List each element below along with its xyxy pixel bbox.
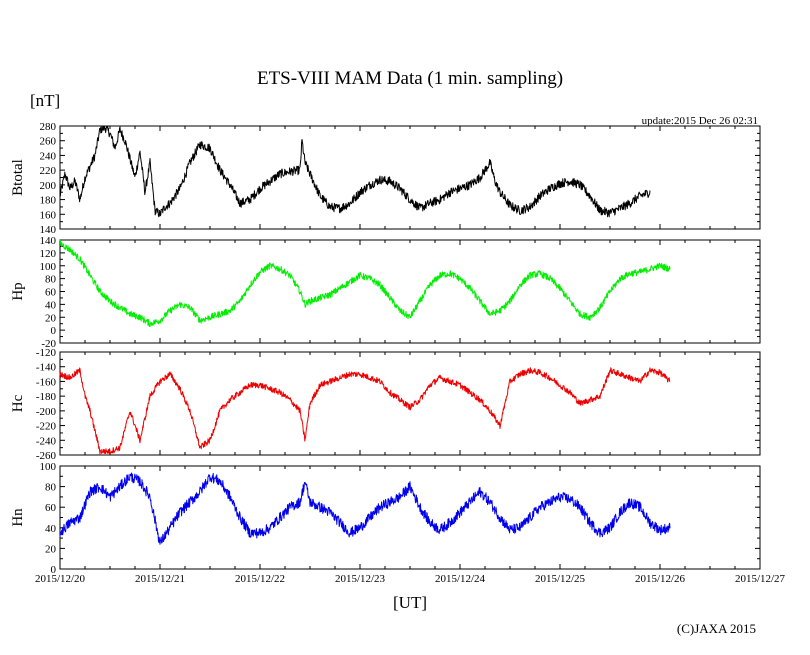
y-tick-label: -120 xyxy=(36,347,57,359)
y-tick-label: -200 xyxy=(36,406,57,418)
y-tick-label: 60 xyxy=(45,502,57,514)
y-tick-label: 120 xyxy=(40,248,57,260)
panel-btotal: 140 160 180 200 220 240 260 280 Btotal xyxy=(10,121,761,236)
y-tick-label: -220 xyxy=(36,421,57,433)
y-tick-label: -160 xyxy=(36,376,57,388)
y-tick-label: -240 xyxy=(36,435,57,447)
series-line-hc xyxy=(59,367,671,455)
panel-frame xyxy=(59,351,761,456)
x-tick-label: 2015/12/21 xyxy=(135,573,185,585)
x-tick-label: 2015/12/26 xyxy=(635,573,686,585)
update-timestamp: update:2015 Dec 26 02:31 xyxy=(642,115,758,127)
y-tick-label: 40 xyxy=(45,299,57,311)
y-axis-label-hc: Hc xyxy=(10,394,26,412)
y-tick-label: -20 xyxy=(41,338,56,350)
panel-hn: 0 20 40 60 80 100 Hn xyxy=(10,461,761,576)
y-tick-label: 160 xyxy=(40,209,57,221)
series-line-btotal xyxy=(59,125,651,218)
y-tick-label: 80 xyxy=(45,482,57,494)
x-tick-label: 2015/12/25 xyxy=(535,573,586,585)
x-axis: 2015/12/20 2015/12/21 2015/12/22 2015/12/23… xyxy=(35,573,786,585)
y-tick-label: 100 xyxy=(40,461,57,473)
unit-label: [nT] xyxy=(30,91,60,110)
series-line-hn xyxy=(59,472,671,545)
x-tick-label: 2015/12/24 xyxy=(435,573,486,585)
panels-group: 140160180200220240260280Btotal-200204060… xyxy=(10,121,761,576)
y-tick-label: -140 xyxy=(36,362,57,374)
y-tick-label: 140 xyxy=(40,224,57,236)
copyright-label: (C)JAXA 2015 xyxy=(677,621,756,636)
x-tick-label: 2015/12/23 xyxy=(335,573,386,585)
x-tick-label: 2015/12/20 xyxy=(35,573,86,585)
chart-title: ETS-VIII MAM Data (1 min. sampling) xyxy=(257,68,563,89)
y-tick-label: 260 xyxy=(40,136,57,148)
x-tick-label: 2015/12/27 xyxy=(735,573,786,585)
y-tick-label: 280 xyxy=(40,121,57,133)
y-tick-label: 80 xyxy=(45,274,57,286)
y-tick-label: 20 xyxy=(45,543,57,555)
series-line-hp xyxy=(59,239,671,328)
y-axis-label-hp: Hp xyxy=(10,282,26,300)
y-tick-label: -180 xyxy=(36,391,57,403)
y-tick-label: 60 xyxy=(45,287,57,299)
panel-frame xyxy=(59,239,761,344)
y-tick-label: 140 xyxy=(40,235,57,247)
y-tick-label: 180 xyxy=(40,195,57,207)
y-axis-label-btotal: Btotal xyxy=(10,159,26,196)
y-tick-label: 0 xyxy=(51,564,57,576)
y-axis-label-hn: Hn xyxy=(10,508,26,527)
y-tick-label: 40 xyxy=(45,523,57,535)
x-axis-label: [UT] xyxy=(393,593,427,612)
y-tick-label: 100 xyxy=(40,261,57,273)
y-tick-label: 20 xyxy=(45,312,57,324)
y-tick-label: 0 xyxy=(51,325,57,337)
x-tick-label: 2015/12/22 xyxy=(235,573,285,585)
y-tick-label: 220 xyxy=(40,165,57,177)
y-tick-label: 200 xyxy=(40,180,57,192)
panel-hc: -260 -240 -220 -200 -180 -160 -140 -120 Hc xyxy=(10,347,761,462)
panel-frame xyxy=(59,125,761,230)
y-tick-label: 240 xyxy=(40,150,57,162)
y-tick-label: -260 xyxy=(36,450,57,462)
